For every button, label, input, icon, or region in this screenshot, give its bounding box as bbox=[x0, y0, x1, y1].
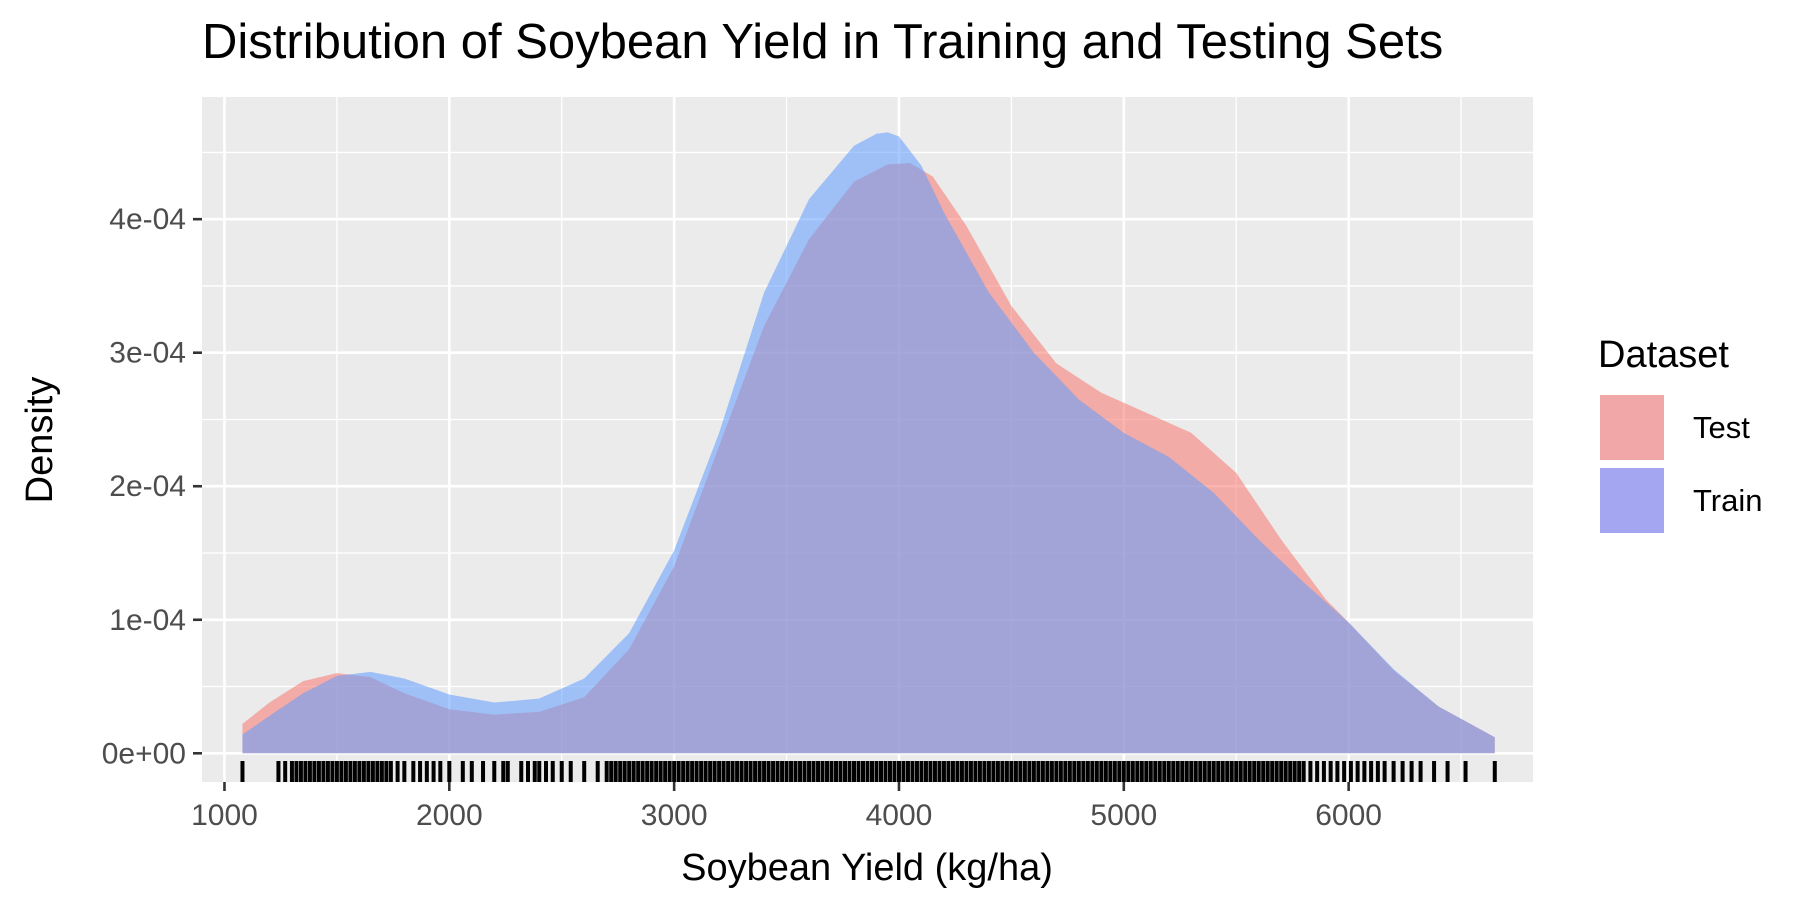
x-tick-label: 2000 bbox=[416, 799, 483, 832]
legend-title: Dataset bbox=[1598, 334, 1729, 376]
y-tick-label: 3e-04 bbox=[109, 337, 186, 370]
y-tick-label: 4e-04 bbox=[109, 203, 186, 236]
y-axis: 0e+00 1e-04 2e-04 3e-04 4e-04 bbox=[102, 203, 202, 770]
x-tick-label: 1000 bbox=[191, 799, 258, 832]
legend-item-train: Train bbox=[1598, 464, 1762, 537]
legend-label-train: Train bbox=[1693, 482, 1763, 518]
rug-marks bbox=[240, 761, 1497, 782]
legend-swatch-train bbox=[1598, 466, 1666, 535]
x-tick-label: 6000 bbox=[1315, 799, 1382, 832]
legend-label-test: Test bbox=[1693, 409, 1750, 445]
x-tick-label: 5000 bbox=[1090, 799, 1157, 832]
density-areas bbox=[242, 132, 1495, 754]
legend: Dataset Test Train bbox=[1598, 334, 1762, 537]
legend-swatch-test bbox=[1598, 393, 1666, 462]
x-axis: 1000 2000 3000 4000 5000 6000 bbox=[191, 782, 1382, 832]
y-tick-label: 1e-04 bbox=[109, 604, 186, 637]
x-axis-title: Soybean Yield (kg/ha) bbox=[681, 847, 1053, 889]
x-tick-label: 4000 bbox=[866, 799, 933, 832]
density-area-train bbox=[242, 132, 1495, 754]
chart-title: Distribution of Soybean Yield in Trainin… bbox=[202, 15, 1444, 69]
x-tick-label: 3000 bbox=[641, 799, 708, 832]
y-tick-label: 0e+00 bbox=[102, 737, 186, 770]
y-axis-title: Density bbox=[19, 377, 61, 504]
y-tick-label: 2e-04 bbox=[109, 470, 186, 503]
legend-item-test: Test bbox=[1598, 391, 1762, 464]
